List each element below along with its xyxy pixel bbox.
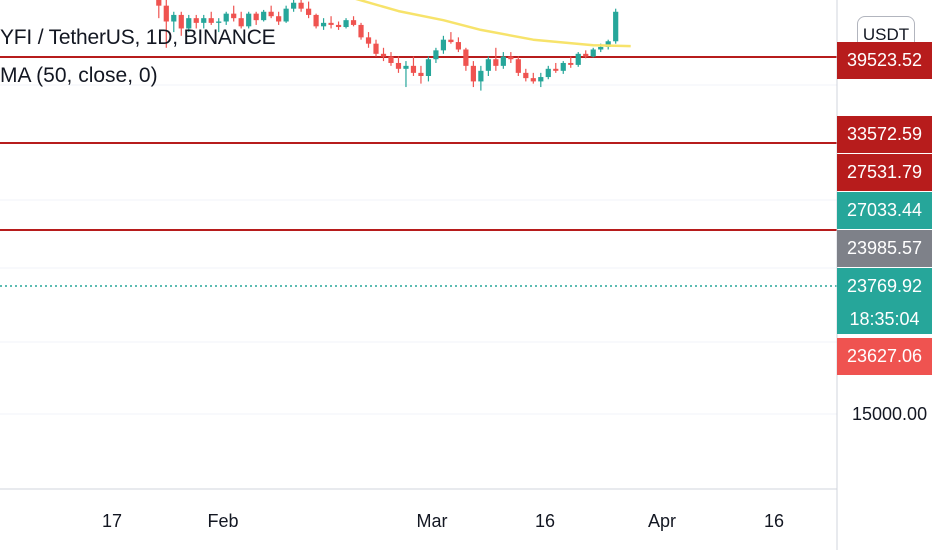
candle-body-58 (440, 39, 447, 51)
candle-body-41 (313, 14, 319, 27)
candle-body-71 (538, 77, 544, 82)
price-label-3: 23985.57 (837, 230, 932, 267)
candle-body-23 (178, 14, 184, 29)
candle-body-39 (298, 2, 304, 9)
candle-body-50 (380, 53, 387, 57)
candle-body-51 (388, 56, 394, 63)
candle-body-61 (463, 49, 469, 66)
candle-body-36 (276, 16, 282, 22)
candle-body-44 (335, 24, 342, 28)
candle-body-42 (320, 22, 327, 27)
candle-body-31 (238, 18, 244, 27)
candle-body-69 (523, 72, 529, 79)
candle-body-35 (268, 11, 274, 17)
candle-body-20 (156, 0, 162, 6)
candle-body-54 (410, 65, 417, 73)
candle-body-65 (493, 59, 499, 66)
candle-body-25 (193, 18, 199, 23)
candle-body-80 (605, 41, 611, 47)
candle-body-75 (568, 62, 574, 65)
candle-body-56 (425, 59, 432, 76)
x-tick-5: 16 (764, 511, 784, 531)
candle-body-76 (575, 53, 581, 65)
candle-body-27 (208, 18, 214, 23)
candle-body-74 (560, 62, 566, 71)
candle-body-77 (583, 53, 589, 57)
candle-body-53 (403, 65, 409, 69)
candle-body-49 (373, 43, 379, 54)
candle-body-72 (545, 68, 551, 78)
candle-body-52 (395, 62, 402, 69)
price-label-5: 23627.06 (837, 338, 932, 375)
price-label-0: 33572.59 (837, 116, 932, 153)
x-tick-4: Apr (648, 511, 676, 531)
ma-legend[interactable]: MA (50, close, 0) (0, 64, 158, 87)
candle-body-43 (328, 22, 334, 25)
candle-body-55 (418, 72, 424, 76)
bar-countdown: 18:35:04 (837, 304, 932, 334)
candle-body-57 (433, 50, 439, 60)
candle-body-70 (530, 78, 536, 82)
price-label-2: 27033.44 (837, 192, 932, 229)
candle-body-62 (470, 65, 476, 82)
candle-body-60 (455, 42, 461, 50)
candle-body-68 (515, 59, 521, 73)
candle-body-34 (261, 11, 267, 21)
candle-body-22 (171, 14, 177, 22)
candle-body-59 (448, 39, 454, 43)
candle-body-78 (590, 49, 596, 57)
candle-body-67 (508, 56, 514, 60)
ma50-line (355, 0, 631, 48)
symbol-legend[interactable]: YFI / TetherUS, 1D, BINANCE (0, 26, 276, 49)
price-tick-15000: 15000.00 (852, 404, 928, 424)
candle-body-21 (163, 5, 169, 22)
candle-body-40 (306, 8, 312, 15)
candle-body-32 (246, 13, 252, 27)
candle-body-73 (553, 68, 559, 71)
candle-body-45 (343, 20, 349, 28)
candle-body-64 (485, 59, 491, 71)
candle-body-26 (201, 18, 207, 23)
x-tick-1: Feb (207, 511, 238, 531)
candle-body-79 (598, 46, 604, 50)
candle-body-47 (358, 24, 364, 38)
candle-body-38 (291, 2, 297, 9)
candle-body-81 (613, 11, 619, 42)
candle-body-24 (186, 18, 192, 29)
price-label-4: 23769.92 (837, 268, 932, 305)
candle-body-46 (350, 20, 357, 25)
price-label-1: 27531.79 (837, 154, 932, 191)
candle-body-66 (500, 56, 506, 66)
candle-body-37 (283, 8, 289, 22)
candle-body-33 (253, 13, 259, 21)
x-tick-3: 16 (535, 511, 555, 531)
candle-body-29 (223, 13, 229, 22)
x-tick-0: 17 (102, 511, 122, 531)
candle-body-63 (478, 70, 484, 82)
price-label-top: 39523.52 (837, 42, 932, 79)
candle-body-48 (365, 37, 372, 44)
candle-body-30 (231, 13, 237, 19)
x-tick-2: Mar (417, 511, 448, 531)
candle-body-28 (216, 21, 222, 23)
